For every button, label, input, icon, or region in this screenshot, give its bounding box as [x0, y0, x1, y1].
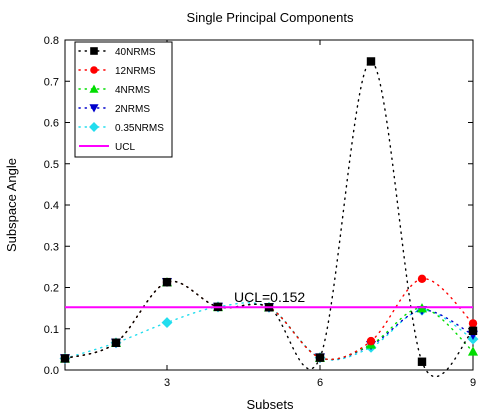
legend-marker — [90, 66, 98, 74]
legend-item: 12NRMS — [78, 66, 156, 77]
y-tick-label: 0.7 — [44, 76, 59, 88]
legend-label: 0.35NRMS — [115, 123, 164, 134]
data-point — [417, 357, 427, 366]
y-tick-label: 0.1 — [44, 324, 59, 336]
y-tick-label: 0.2 — [44, 283, 59, 295]
ucl-annotation: UCL=0.152 — [234, 289, 305, 305]
legend-label: 4NRMS — [115, 85, 150, 96]
data-point — [60, 354, 70, 363]
y-tick-label: 0.3 — [44, 241, 59, 253]
legend-label: 2NRMS — [115, 104, 150, 115]
y-tick-label: 0.4 — [44, 200, 59, 212]
data-point — [162, 277, 172, 287]
data-point — [161, 317, 173, 329]
x-tick-label: 3 — [164, 377, 170, 389]
x-tick-label: 9 — [470, 377, 476, 389]
legend: 40NRMS 12NRMS 4NRMS 2NRMS 0.35NRMS UCL — [74, 41, 173, 158]
series-12NRMS — [60, 274, 478, 363]
legend-item: 40NRMS — [78, 47, 156, 58]
data-point — [468, 319, 478, 328]
legend-item: 4NRMS — [78, 84, 150, 96]
y-tick-label: 0.5 — [44, 159, 59, 171]
legend-marker — [89, 84, 99, 93]
legend-label: 12NRMS — [115, 66, 156, 77]
x-tick-label: 6 — [317, 377, 323, 389]
legend-box — [74, 41, 173, 158]
axis-ticks: 0.0 0.1 0.2 0.3 0.4 0.5 0.6 0.7 0.8 3 6 9 — [44, 35, 476, 389]
legend-marker — [89, 122, 99, 132]
chart-title: Single Principal Components — [187, 10, 354, 25]
y-tick-label: 0.8 — [44, 35, 59, 47]
series-layer — [59, 57, 479, 378]
data-point — [315, 353, 325, 362]
data-point — [366, 57, 376, 66]
data-point — [366, 336, 376, 346]
legend-item: UCL — [79, 142, 135, 153]
legend-item: 2NRMS — [78, 104, 150, 115]
y-axis-label: Subspace Angle — [4, 158, 19, 252]
x-axis-label: Subsets — [247, 397, 294, 412]
legend-marker — [89, 104, 99, 113]
y-tick-label: 0.0 — [44, 365, 59, 377]
data-point — [417, 274, 427, 284]
legend-label: UCL — [115, 142, 135, 153]
series-line — [64, 60, 474, 378]
data-point — [111, 338, 121, 347]
legend-marker — [90, 47, 98, 55]
legend-label: 40NRMS — [115, 47, 156, 58]
data-point — [468, 326, 478, 336]
y-tick-label: 0.6 — [44, 118, 59, 130]
legend-item: 0.35NRMS — [78, 122, 164, 134]
data-point — [467, 346, 479, 356]
